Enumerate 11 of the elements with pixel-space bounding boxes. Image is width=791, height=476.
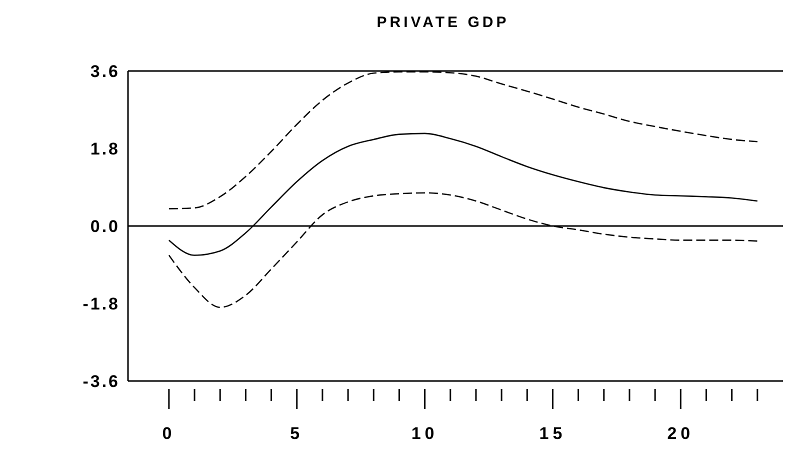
y-tick-label: -1.8 [82, 294, 120, 314]
y-tick-label: 3.6 [90, 62, 120, 82]
y-tick-label: 1.8 [90, 140, 120, 159]
y-tick-label: -3.6 [82, 372, 120, 392]
x-tick-label: 10 [411, 424, 438, 443]
x-tick-label: 5 [290, 424, 304, 443]
x-tick-label: 0 [162, 424, 176, 443]
x-tick-label: 20 [667, 424, 694, 443]
x-tick-label: 15 [539, 424, 566, 443]
y-tick-label: 0.0 [90, 217, 120, 236]
chart-title: PRIVATE GDP [376, 13, 510, 33]
